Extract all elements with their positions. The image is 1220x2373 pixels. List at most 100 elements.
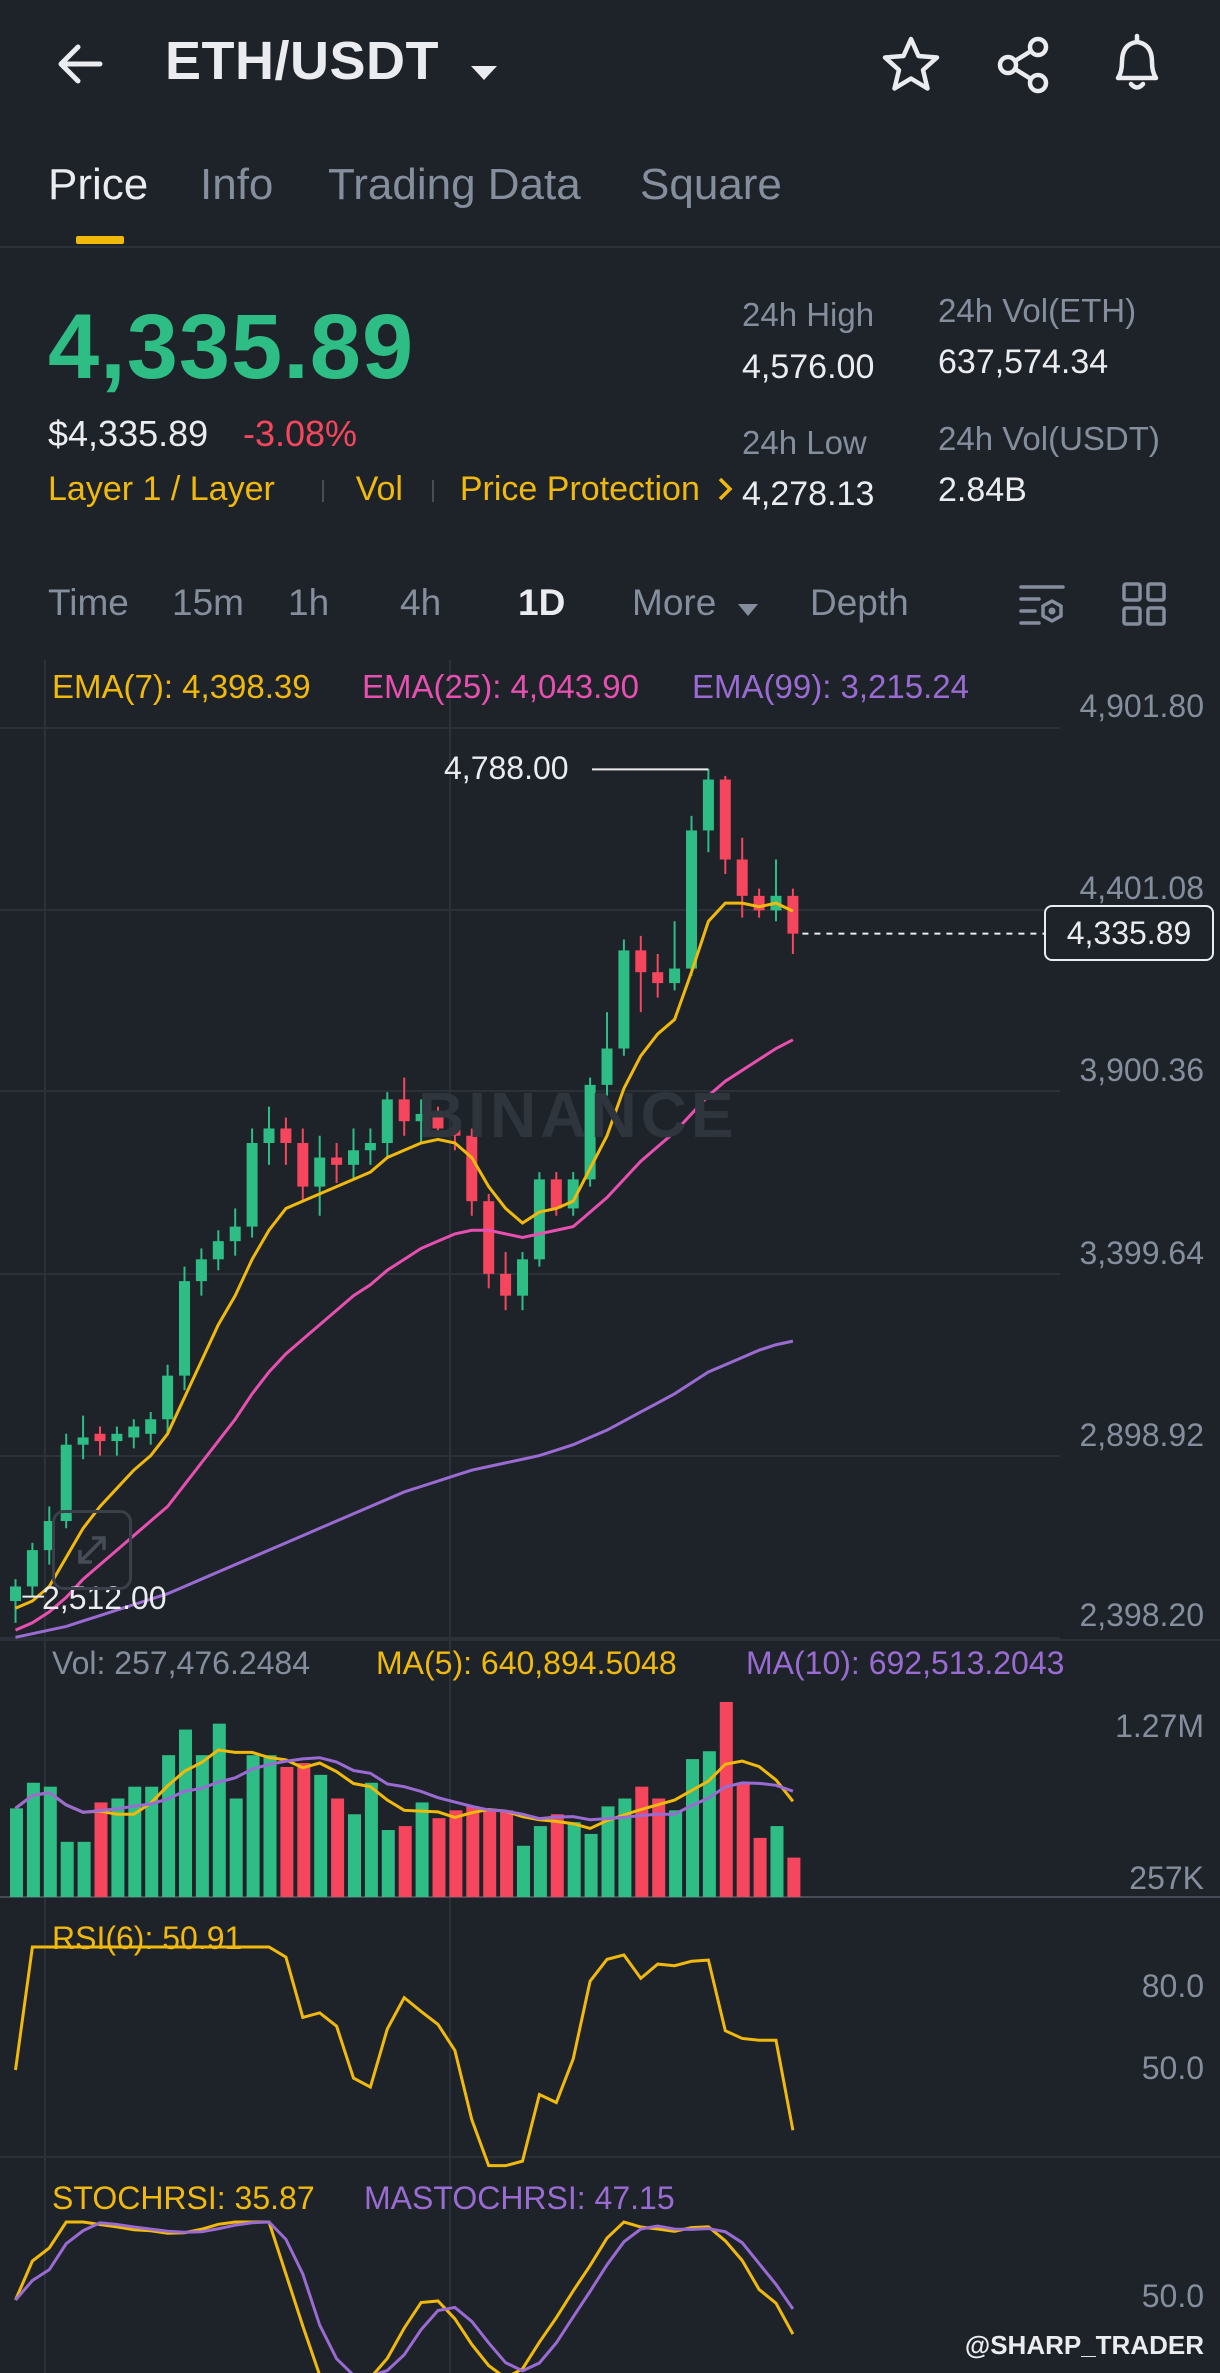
tag-category[interactable]: Layer 1 / Layer <box>48 470 275 508</box>
ema7-line <box>14 901 794 1610</box>
candle <box>567 1179 579 1209</box>
tag-price-protection[interactable]: Price Protection <box>459 470 700 508</box>
candle <box>128 1426 140 1438</box>
volume-bar <box>533 1826 547 1897</box>
grid-layout-icon[interactable] <box>1118 578 1170 630</box>
price-axis-label: 4,401.08 <box>1079 870 1204 906</box>
candle <box>550 1179 562 1209</box>
volume-bar <box>111 1798 125 1897</box>
interval-time[interactable]: Time <box>48 582 129 623</box>
candle <box>702 779 714 831</box>
volume-bar <box>179 1729 192 1897</box>
chevron-right-icon <box>717 472 733 511</box>
volume-bar <box>381 1830 395 1897</box>
volume-axis-bottom: 257K <box>1129 1860 1204 1896</box>
stochrsi-legend: STOCHRSI: 35.87 <box>52 2180 315 2216</box>
ema99-line <box>15 1339 794 1639</box>
candle <box>500 1273 512 1296</box>
interval-4h[interactable]: 4h <box>400 582 442 623</box>
volume-bar <box>753 1837 767 1897</box>
candle <box>364 1143 376 1151</box>
tab-info[interactable]: Info <box>200 160 274 209</box>
tab-square[interactable]: Square <box>640 160 782 209</box>
pair-title[interactable]: ETH/USDT <box>165 30 499 96</box>
interval-more[interactable]: More <box>632 582 759 626</box>
volume-bar <box>246 1755 260 1897</box>
volume-bar <box>364 1782 378 1897</box>
candle <box>246 1143 258 1227</box>
tab-price[interactable]: Price <box>48 160 149 209</box>
volume-bar <box>162 1755 176 1897</box>
volume-bar <box>348 1814 361 1897</box>
vol-usdt-label: 24h Vol(USDT) <box>938 420 1160 457</box>
volume-bar <box>652 1798 666 1897</box>
volume-bar <box>567 1822 581 1897</box>
share-icon[interactable] <box>985 30 1063 100</box>
candle <box>111 1433 123 1442</box>
volume-bar <box>415 1802 429 1897</box>
volume-bar <box>770 1826 784 1897</box>
ema7-legend: EMA(7): 4,398.39 <box>52 668 311 705</box>
volume-bar <box>43 1786 57 1897</box>
candle <box>398 1099 410 1122</box>
footer-watermark: @SHARP_TRADER <box>964 2330 1204 2360</box>
price-axis-label: 3,399.64 <box>1079 1235 1204 1271</box>
volume-bar <box>10 1808 23 1897</box>
star-icon[interactable] <box>872 30 950 100</box>
stochrsi-line <box>14 2220 795 2373</box>
bell-icon[interactable] <box>1098 28 1176 100</box>
back-arrow-icon[interactable] <box>40 28 120 100</box>
volume-bar <box>212 1723 226 1897</box>
candle <box>753 895 765 911</box>
candle <box>297 1143 309 1187</box>
pair-title-text: ETH/USDT <box>165 31 439 91</box>
volume-bar <box>229 1798 243 1897</box>
main-tabs: Price Info Trading Data Square <box>0 150 1220 248</box>
interval-1h[interactable]: 1h <box>288 582 330 623</box>
volume-bar <box>635 1786 649 1897</box>
tag-divider <box>432 480 435 503</box>
volume-bar <box>26 1782 40 1897</box>
candle <box>483 1201 495 1274</box>
price-change-percent: -3.08% <box>243 413 358 454</box>
volume-bar <box>60 1841 74 1897</box>
candle <box>26 1550 38 1587</box>
chart-settings-icon[interactable] <box>1016 578 1068 630</box>
high-price-marker: 4,788.00 <box>444 750 569 786</box>
current-price-tag[interactable]: 4,335.89 <box>1044 905 1214 961</box>
candle <box>449 1128 461 1136</box>
tab-trading-data[interactable]: Trading Data <box>328 160 581 209</box>
depth-tab[interactable]: Depth <box>810 582 909 623</box>
mastochrsi-legend: MASTOCHRSI: 47.15 <box>364 2180 675 2216</box>
candle <box>280 1128 292 1144</box>
price-axis-label: 4,901.80 <box>1079 688 1204 724</box>
volume-bar <box>517 1845 530 1897</box>
candle <box>669 968 681 984</box>
volume-bar <box>398 1826 412 1897</box>
caret-down-icon <box>737 584 759 626</box>
candle <box>10 1586 21 1601</box>
candle <box>94 1433 106 1442</box>
interval-15m[interactable]: 15m <box>172 582 244 623</box>
candle <box>331 1157 343 1165</box>
volume-bar <box>618 1798 632 1897</box>
candle <box>195 1259 207 1282</box>
fullscreen-icon[interactable] <box>52 1510 132 1590</box>
ema25-legend: EMA(25): 4,043.90 <box>362 668 639 705</box>
candle <box>432 1113 444 1129</box>
interval-1d[interactable]: 1D <box>518 582 566 623</box>
rsi-axis-80: 80.0 <box>1141 1968 1204 2004</box>
volume-bar <box>719 1701 733 1897</box>
price-axis-label: 2,898.92 <box>1079 1417 1204 1453</box>
rsi-line <box>14 1945 795 2168</box>
volume-bar <box>669 1810 683 1897</box>
mastochrsi-line <box>14 2220 795 2373</box>
candle <box>348 1150 359 1165</box>
volume-bar <box>77 1841 91 1897</box>
volume-bar <box>483 1810 497 1897</box>
tag-vol[interactable]: Vol <box>355 470 403 508</box>
vol-eth-label: 24h Vol(ETH) <box>938 292 1137 329</box>
volume-bar <box>449 1810 463 1897</box>
volume-bar <box>94 1802 108 1897</box>
